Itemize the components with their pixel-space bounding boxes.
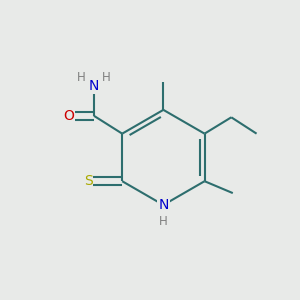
- Text: O: O: [63, 109, 74, 123]
- Text: S: S: [84, 174, 92, 188]
- Text: H: H: [77, 71, 86, 84]
- Text: N: N: [158, 198, 169, 212]
- Text: H: H: [102, 71, 111, 84]
- Text: N: N: [89, 79, 99, 93]
- Text: H: H: [159, 215, 168, 228]
